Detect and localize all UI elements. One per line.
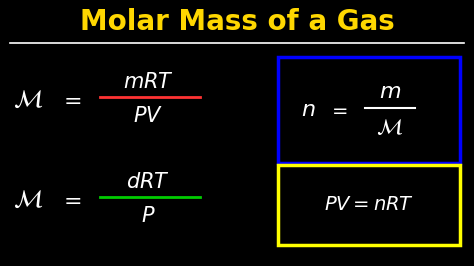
FancyBboxPatch shape — [278, 165, 460, 245]
Text: $=$: $=$ — [328, 101, 348, 119]
Text: $PV = nRT$: $PV = nRT$ — [324, 196, 414, 214]
Text: $\mathcal{M}$: $\mathcal{M}$ — [13, 188, 43, 212]
Text: $m$: $m$ — [379, 82, 401, 102]
Text: $mRT$: $mRT$ — [122, 72, 173, 92]
Text: $\mathcal{M}$: $\mathcal{M}$ — [376, 118, 403, 138]
Text: $PV$: $PV$ — [133, 106, 163, 126]
Text: $P$: $P$ — [141, 206, 155, 226]
FancyBboxPatch shape — [278, 57, 460, 163]
Text: $dRT$: $dRT$ — [126, 172, 170, 192]
Text: $\mathcal{M}$: $\mathcal{M}$ — [13, 88, 43, 112]
Text: $=$: $=$ — [59, 190, 82, 210]
Text: $n$: $n$ — [301, 100, 315, 120]
Text: $=$: $=$ — [59, 90, 82, 110]
Text: Molar Mass of a Gas: Molar Mass of a Gas — [80, 8, 394, 36]
